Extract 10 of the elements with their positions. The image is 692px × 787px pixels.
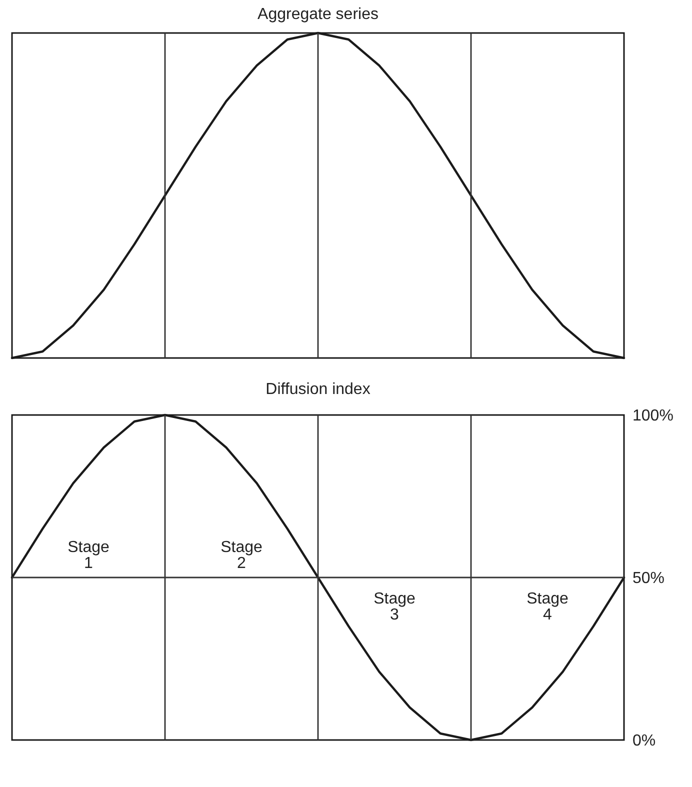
y-tick-label: 50% (632, 570, 665, 587)
line-series (10, 414, 626, 742)
chart-title: Diffusion index (266, 381, 370, 398)
y-tick-label: 100% (632, 408, 674, 424)
annotation: Stage 3 (374, 590, 416, 624)
y-tick-label: 0% (632, 732, 656, 750)
annotation: Stage 2 (220, 538, 263, 572)
annotation: Stage 1 (68, 538, 110, 572)
chart-title: Aggregate series (258, 6, 378, 23)
annotation: Stage 4 (526, 590, 569, 624)
